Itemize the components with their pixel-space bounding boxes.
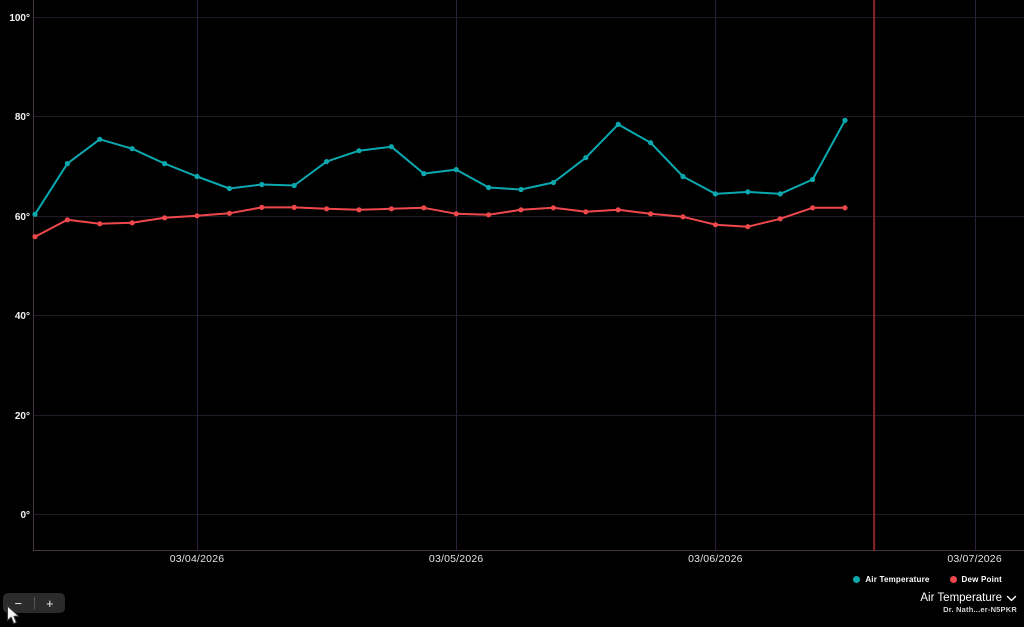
- air-temperature-point: [810, 176, 816, 183]
- x-axis-label: 03/07/2026: [947, 553, 1002, 565]
- air-temperature-point: [615, 121, 621, 127]
- air-temperature-point: [291, 182, 297, 189]
- dew-point-point: [194, 213, 200, 219]
- chart-selector-block: Air Temperature Dr. Nath...er-N5PKR: [920, 592, 1017, 614]
- dew-point-point: [421, 205, 427, 211]
- air-temperature-point: [97, 136, 103, 142]
- y-axis-label: 100°: [9, 13, 30, 24]
- legend-label: Air Temperature: [865, 574, 930, 584]
- dew-point-point: [842, 205, 848, 211]
- x-axis-label: 03/06/2026: [688, 553, 743, 565]
- dew-point-point: [550, 205, 557, 211]
- dew-point-point: [32, 234, 38, 240]
- air-temperature-point: [518, 186, 524, 193]
- air-temperature-point: [745, 189, 751, 195]
- air-temperature-point: [421, 171, 427, 177]
- chevron-down-icon: [1006, 595, 1017, 602]
- legend-label: Dew Point: [961, 574, 1002, 584]
- zoom-divider: [33, 597, 35, 609]
- dew-point-legend-dot-icon: [949, 575, 957, 583]
- air-temperature-point: [259, 181, 265, 188]
- air-temperature-point: [64, 161, 70, 167]
- dew-point-point: [648, 211, 654, 217]
- chart-area[interactable]: 0° 20° 40° 60° 80° 100°: [0, 0, 1024, 551]
- air-temperature-point: [356, 148, 362, 154]
- y-axis-label: 80°: [15, 112, 30, 123]
- dew-point-point: [680, 214, 686, 220]
- dew-point-point: [486, 212, 492, 218]
- air-temperature-point: [388, 144, 394, 150]
- dew-point-point: [291, 204, 297, 210]
- y-axis-label: 0°: [20, 510, 30, 521]
- x-axis-label: 03/04/2026: [169, 553, 225, 565]
- dew-point-point: [259, 204, 265, 210]
- air-temperature-point: [162, 161, 168, 167]
- dew-point-point: [518, 207, 524, 213]
- dew-point-point: [129, 220, 135, 226]
- zoom-controls: − +: [3, 593, 65, 613]
- air-temperature-point: [583, 155, 589, 161]
- dew-point-point: [356, 207, 362, 213]
- legend-item-air-temperature[interactable]: Air Temperature: [853, 575, 929, 584]
- dew-point-point: [745, 224, 751, 230]
- air-temperature-point: [453, 167, 459, 173]
- dew-point-point: [97, 221, 103, 227]
- air-temperature-point: [129, 146, 135, 152]
- dew-point-point: [388, 206, 394, 212]
- air-temperature-point: [648, 140, 654, 146]
- y-axis-label: 20°: [15, 411, 30, 422]
- x-axis-label: 03/05/2026: [428, 553, 484, 565]
- air-temperature-point: [712, 191, 719, 197]
- y-axis-label: 60°: [15, 212, 30, 223]
- air-temperature-point: [324, 159, 330, 165]
- chart-legend: Air Temperature Dew Point: [853, 572, 1002, 586]
- dew-point-point: [712, 222, 719, 228]
- air-temperature-point: [194, 173, 200, 180]
- dew-point-point: [162, 215, 168, 221]
- x-axis-labels: 03/04/2026 03/05/2026 03/06/2026 03/07/2026: [0, 553, 1024, 569]
- temperature-chart-canvas[interactable]: 0° 20° 40° 60° 80° 100°: [0, 0, 1024, 551]
- air-temperature-point: [486, 184, 492, 191]
- zoom-in-button[interactable]: +: [35, 593, 66, 613]
- air-temperature-line: [34, 119, 846, 216]
- legend-item-dew-point[interactable]: Dew Point: [949, 574, 1002, 584]
- air-temperature-legend-dot-icon: [853, 575, 861, 583]
- zoom-out-button[interactable]: −: [3, 593, 34, 613]
- dew-point-point: [324, 206, 330, 212]
- dew-point-point: [777, 216, 783, 222]
- dew-point-point: [64, 217, 70, 223]
- dew-point-point: [583, 209, 589, 215]
- station-name: Dr. Nath...er-N5PKR: [943, 604, 1017, 614]
- dew-point-line: [34, 206, 846, 238]
- y-axis-label: 40°: [15, 311, 30, 322]
- air-temperature-point: [550, 179, 557, 186]
- air-temperature-point: [680, 173, 686, 180]
- dew-point-point: [226, 210, 232, 216]
- dew-point-point: [453, 211, 459, 217]
- air-temperature-point: [226, 185, 232, 192]
- air-temperature-point: [777, 191, 783, 197]
- air-temperature-point: [32, 211, 38, 217]
- dew-point-point: [615, 207, 621, 213]
- metric-dropdown[interactable]: Air Temperature: [920, 592, 1017, 605]
- metric-dropdown-label: Air Temperature: [920, 592, 1002, 604]
- air-temperature-point: [842, 117, 848, 123]
- dew-point-point: [810, 205, 816, 211]
